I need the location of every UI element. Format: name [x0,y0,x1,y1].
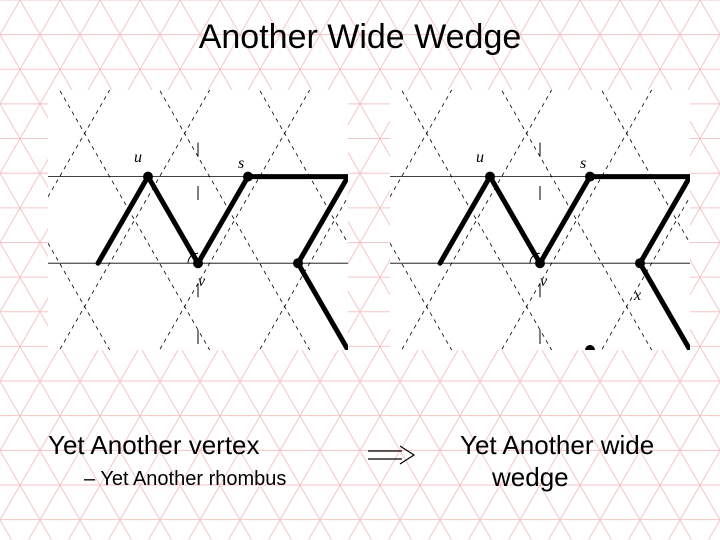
left-subcaption: – Yet Another rhombus [84,468,286,491]
left-caption: Yet Another vertex [48,430,260,461]
left-subcaption-text: Yet Another rhombus [100,468,286,490]
svg-text:u: u [476,149,484,166]
svg-text:s: s [238,155,244,172]
svg-text:x: x [633,287,641,304]
slide-title: Another Wide Wedge [0,18,720,57]
svg-text:s: s [580,155,586,172]
svg-text:u: u [134,149,142,166]
right-caption-line2: wedge [492,462,569,493]
right-diagram: u s v x [390,90,690,350]
svg-text:v: v [198,273,206,290]
svg-text:v: v [540,273,548,290]
right-caption-line1: Yet Another wide [460,430,654,461]
dash-prefix: – [84,468,100,490]
implies-arrow-icon [366,444,416,466]
left-diagram: u s v [48,90,348,350]
